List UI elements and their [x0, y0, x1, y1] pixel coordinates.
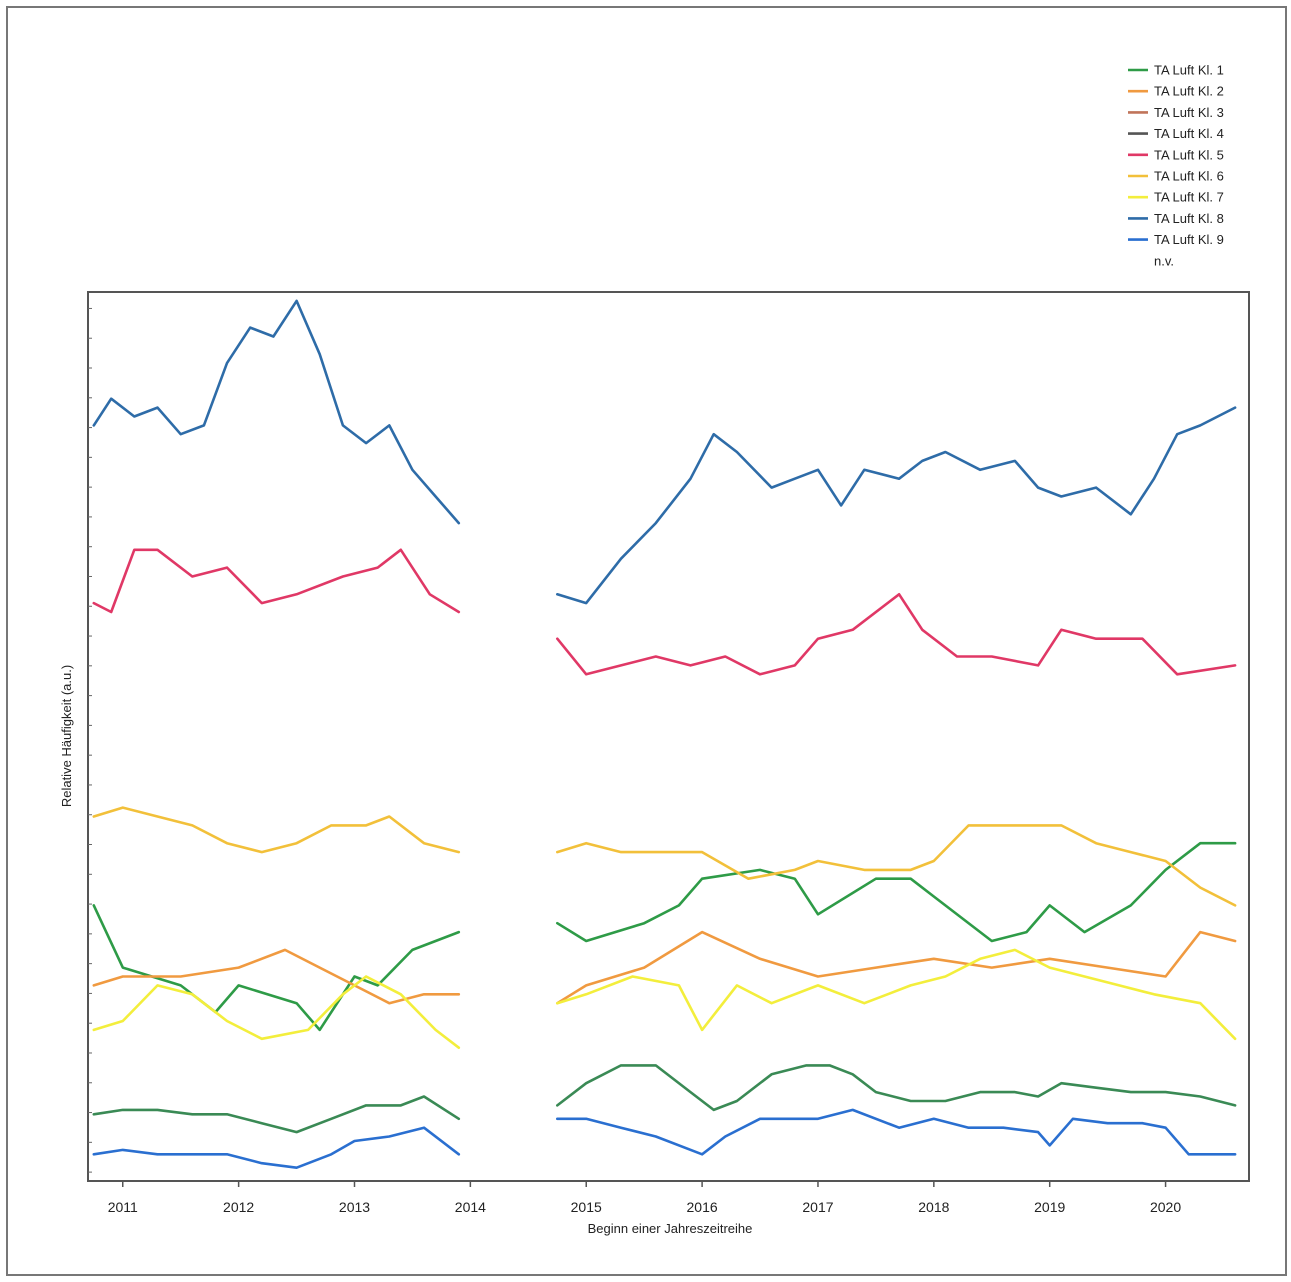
x-tick-label: 2015: [571, 1199, 602, 1215]
x-tick-label: 2013: [339, 1199, 370, 1215]
legend-label: TA Luft Kl. 5: [1154, 147, 1224, 162]
series-line-8-segment-2: [555, 406, 1237, 605]
legend-label: TA Luft Kl. 3: [1154, 105, 1224, 120]
x-tick-label: 2020: [1150, 1199, 1181, 1215]
x-tick-label: 2019: [1034, 1199, 1065, 1215]
legend-label: TA Luft Kl. 2: [1154, 84, 1224, 99]
legend-label: TA Luft Kl. 6: [1154, 169, 1224, 184]
series-line-6-segment-2: [555, 824, 1237, 907]
legend-label: TA Luft Kl. 4: [1154, 126, 1224, 141]
x-tick-label: 2017: [802, 1199, 833, 1215]
series-line-8-segment-1: [92, 299, 461, 525]
series-line-1-segment-1: [92, 904, 461, 1032]
series-line-10-segment-2: [555, 1064, 1237, 1112]
x-axis-ticks: 2011 2012 2013 2014 2015 2016 2017 2018 2019 2020: [108, 1181, 1181, 1215]
x-axis-label: Beginn einer Jahreszeitreihe: [588, 1221, 753, 1236]
series-line-5-segment-2: [555, 592, 1237, 676]
series-line-2-segment-2: [555, 930, 1237, 1005]
x-tick-label: 2012: [223, 1199, 254, 1215]
legend-label: TA Luft Kl. 7: [1154, 190, 1224, 205]
figure-frame: [6, 6, 1287, 1276]
x-tick-label: 2014: [455, 1199, 486, 1215]
series-layer: [92, 299, 1237, 1169]
legend-label: TA Luft Kl. 8: [1154, 211, 1224, 226]
x-tick-label: 2011: [108, 1199, 138, 1215]
series-line-1-segment-2: [555, 841, 1237, 943]
plot-area-border: [87, 291, 1250, 1182]
legend: TA Luft Kl. 1 TA Luft Kl. 2 TA Luft Kl. 3 T…: [1128, 63, 1224, 268]
series-line-5-segment-1: [92, 548, 461, 614]
series-line-9-segment-2: [555, 1108, 1237, 1156]
legend-extra-label: n.v.: [1154, 253, 1174, 268]
legend-label: TA Luft Kl. 9: [1154, 232, 1224, 247]
y-axis-ticks: [88, 307, 92, 1173]
series-line-10-segment-1: [92, 1095, 461, 1134]
series-line-9-segment-1: [92, 1126, 461, 1169]
y-axis-label: Relative Häufigkeit (a.u.): [59, 665, 74, 807]
series-line-7-segment-1: [92, 975, 461, 1049]
x-tick-label: 2018: [918, 1199, 949, 1215]
series-line-6-segment-1: [92, 806, 461, 854]
series-line-7-segment-2: [555, 948, 1237, 1041]
legend-label: TA Luft Kl. 1: [1154, 63, 1224, 78]
x-tick-label: 2016: [687, 1199, 718, 1215]
